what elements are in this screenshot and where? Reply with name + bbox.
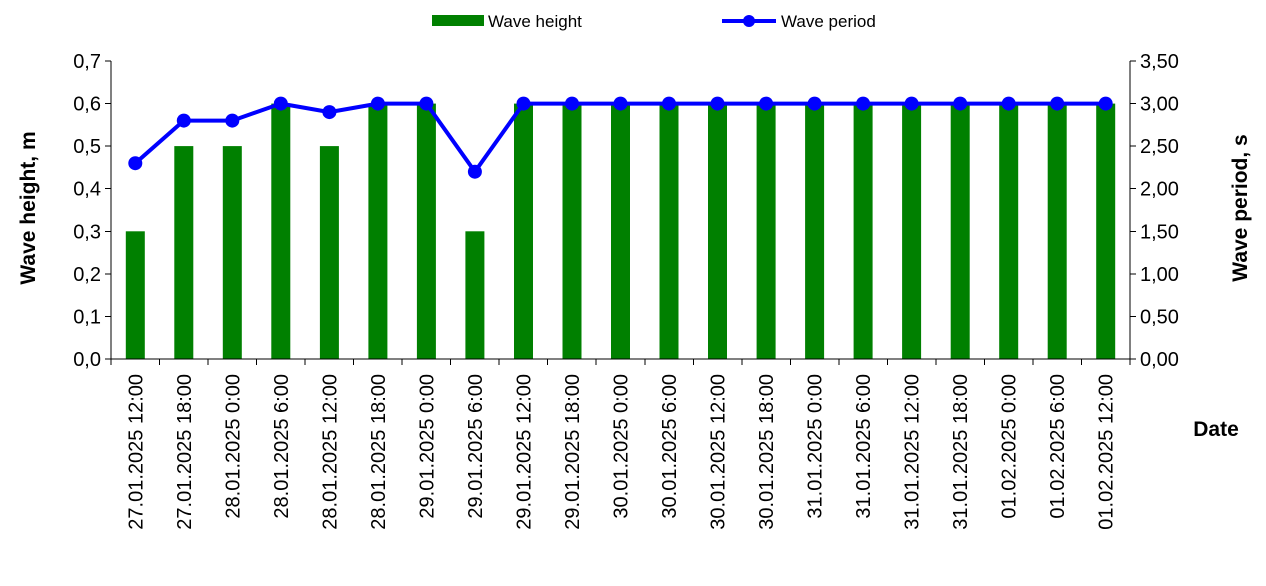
bars-layer (125, 103, 1116, 359)
legend-label-wave-height: Wave height (488, 12, 582, 31)
point-wave-period (613, 96, 628, 111)
y-axis-right-title: Wave period, s (1229, 134, 1252, 281)
x-tick-label: 29.01.2025 18:00 (562, 374, 584, 530)
y-tick-label-left: 0,7 (73, 51, 101, 73)
bar-wave-height (319, 146, 339, 359)
bar-wave-height (853, 103, 873, 359)
y-tick-label-right: 3,00 (1140, 94, 1179, 116)
legend-swatch-wave-height (432, 15, 484, 26)
legend: Wave height Wave period (432, 12, 876, 31)
point-wave-period (1050, 96, 1065, 111)
y-tick-label-right: 3,50 (1140, 51, 1179, 73)
bar-wave-height (1047, 103, 1067, 359)
y-tick-label-right: 2,00 (1140, 179, 1179, 201)
bar-wave-height (514, 103, 533, 359)
point-wave-period (322, 105, 337, 120)
y-tick-label-right: 1,00 (1140, 264, 1179, 286)
y-tick-label-right: 1,50 (1140, 221, 1179, 243)
point-wave-period (128, 156, 143, 171)
bar-wave-height (805, 103, 825, 359)
point-wave-period (1001, 96, 1016, 111)
legend-label-wave-period: Wave period (781, 12, 876, 31)
axes-layer (105, 60, 1136, 365)
point-wave-period (1098, 96, 1113, 111)
y-tick-label-left: 0,1 (73, 306, 101, 328)
point-wave-period (419, 96, 434, 111)
bar-wave-height (999, 103, 1019, 359)
bar-wave-height (416, 103, 436, 359)
x-tick-label: 01.02.2025 12:00 (1096, 374, 1118, 530)
bar-wave-height (1096, 103, 1116, 359)
y-tick-label-left: 0,3 (73, 221, 101, 243)
x-tick-label: 29.01.2025 0:00 (416, 374, 438, 519)
bar-wave-height (708, 103, 727, 359)
point-wave-period (953, 96, 968, 111)
bar-wave-height (174, 146, 194, 359)
point-wave-period (856, 96, 871, 111)
x-tick-label: 30.01.2025 6:00 (659, 374, 681, 519)
y-tick-label-left: 0,2 (73, 264, 101, 286)
bar-wave-height (562, 103, 582, 359)
x-tick-label: 28.01.2025 18:00 (368, 374, 390, 530)
point-wave-period (710, 96, 725, 111)
y-tick-label-left: 0,4 (73, 179, 101, 201)
point-wave-period (516, 96, 531, 111)
y-axis-left-title: Wave height, m (17, 131, 40, 284)
legend-swatch-wave-period-marker (743, 15, 755, 27)
point-wave-period (759, 96, 774, 111)
bar-wave-height (756, 103, 776, 359)
bar-wave-height (465, 231, 485, 359)
x-tick-label: 29.01.2025 6:00 (465, 374, 487, 519)
bar-wave-height (125, 231, 145, 359)
x-tick-label: 29.01.2025 12:00 (514, 374, 536, 530)
point-wave-period (225, 113, 240, 128)
bar-wave-height (902, 103, 922, 359)
point-wave-period (807, 96, 822, 111)
bar-wave-height (611, 103, 630, 359)
bar-wave-height (659, 103, 679, 359)
y-tick-label-right: 2,50 (1140, 136, 1179, 158)
y-tick-label-left: 0,6 (73, 94, 101, 116)
point-wave-period (904, 96, 919, 111)
x-tick-label: 31.01.2025 12:00 (902, 374, 924, 530)
x-tick-label: 01.02.2025 6:00 (1047, 374, 1069, 519)
point-wave-period (467, 164, 482, 179)
line-layer (128, 96, 1113, 179)
x-tick-label: 28.01.2025 6:00 (271, 374, 293, 519)
bar-wave-height (368, 103, 388, 359)
x-tick-label: 27.01.2025 12:00 (125, 374, 147, 530)
y-tick-label-left: 0,0 (73, 349, 101, 371)
x-tick-label: 30.01.2025 0:00 (611, 374, 633, 519)
y-tick-label-right: 0,00 (1140, 349, 1179, 371)
x-tick-label: 31.01.2025 18:00 (950, 374, 972, 530)
x-tick-label: 27.01.2025 18:00 (174, 374, 196, 530)
bar-wave-height (222, 146, 242, 359)
point-wave-period (370, 96, 385, 111)
x-tick-label: 31.01.2025 0:00 (805, 374, 827, 519)
point-wave-period (565, 96, 579, 111)
x-tick-label: 01.02.2025 0:00 (999, 374, 1021, 519)
x-tick-label: 30.01.2025 18:00 (756, 374, 778, 530)
point-wave-period (273, 96, 288, 111)
x-tick-label: 28.01.2025 0:00 (222, 374, 244, 519)
tick-labels-layer: 0,0 0,1 0,2 0,3 0,4 0,5 0,6 0,7 0,00 0,50 1,00 1,50… (73, 51, 1179, 530)
point-wave-period (176, 113, 191, 128)
x-axis-title: Date (1193, 418, 1239, 441)
x-tick-label: 30.01.2025 12:00 (708, 374, 730, 530)
y-tick-label-right: 0,50 (1140, 306, 1179, 328)
x-tick-label: 28.01.2025 12:00 (319, 374, 341, 530)
x-tick-label: 31.01.2025 6:00 (853, 374, 875, 519)
bar-wave-height (271, 103, 291, 359)
y-tick-label-left: 0,5 (73, 136, 101, 158)
point-wave-period (662, 96, 676, 111)
bar-wave-height (950, 103, 970, 359)
